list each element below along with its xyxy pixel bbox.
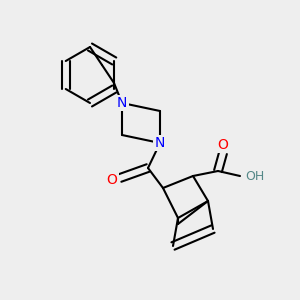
Text: OH: OH [245, 169, 264, 182]
Text: O: O [218, 138, 228, 152]
Text: N: N [155, 136, 165, 150]
Text: N: N [117, 96, 127, 110]
Text: O: O [106, 173, 117, 187]
